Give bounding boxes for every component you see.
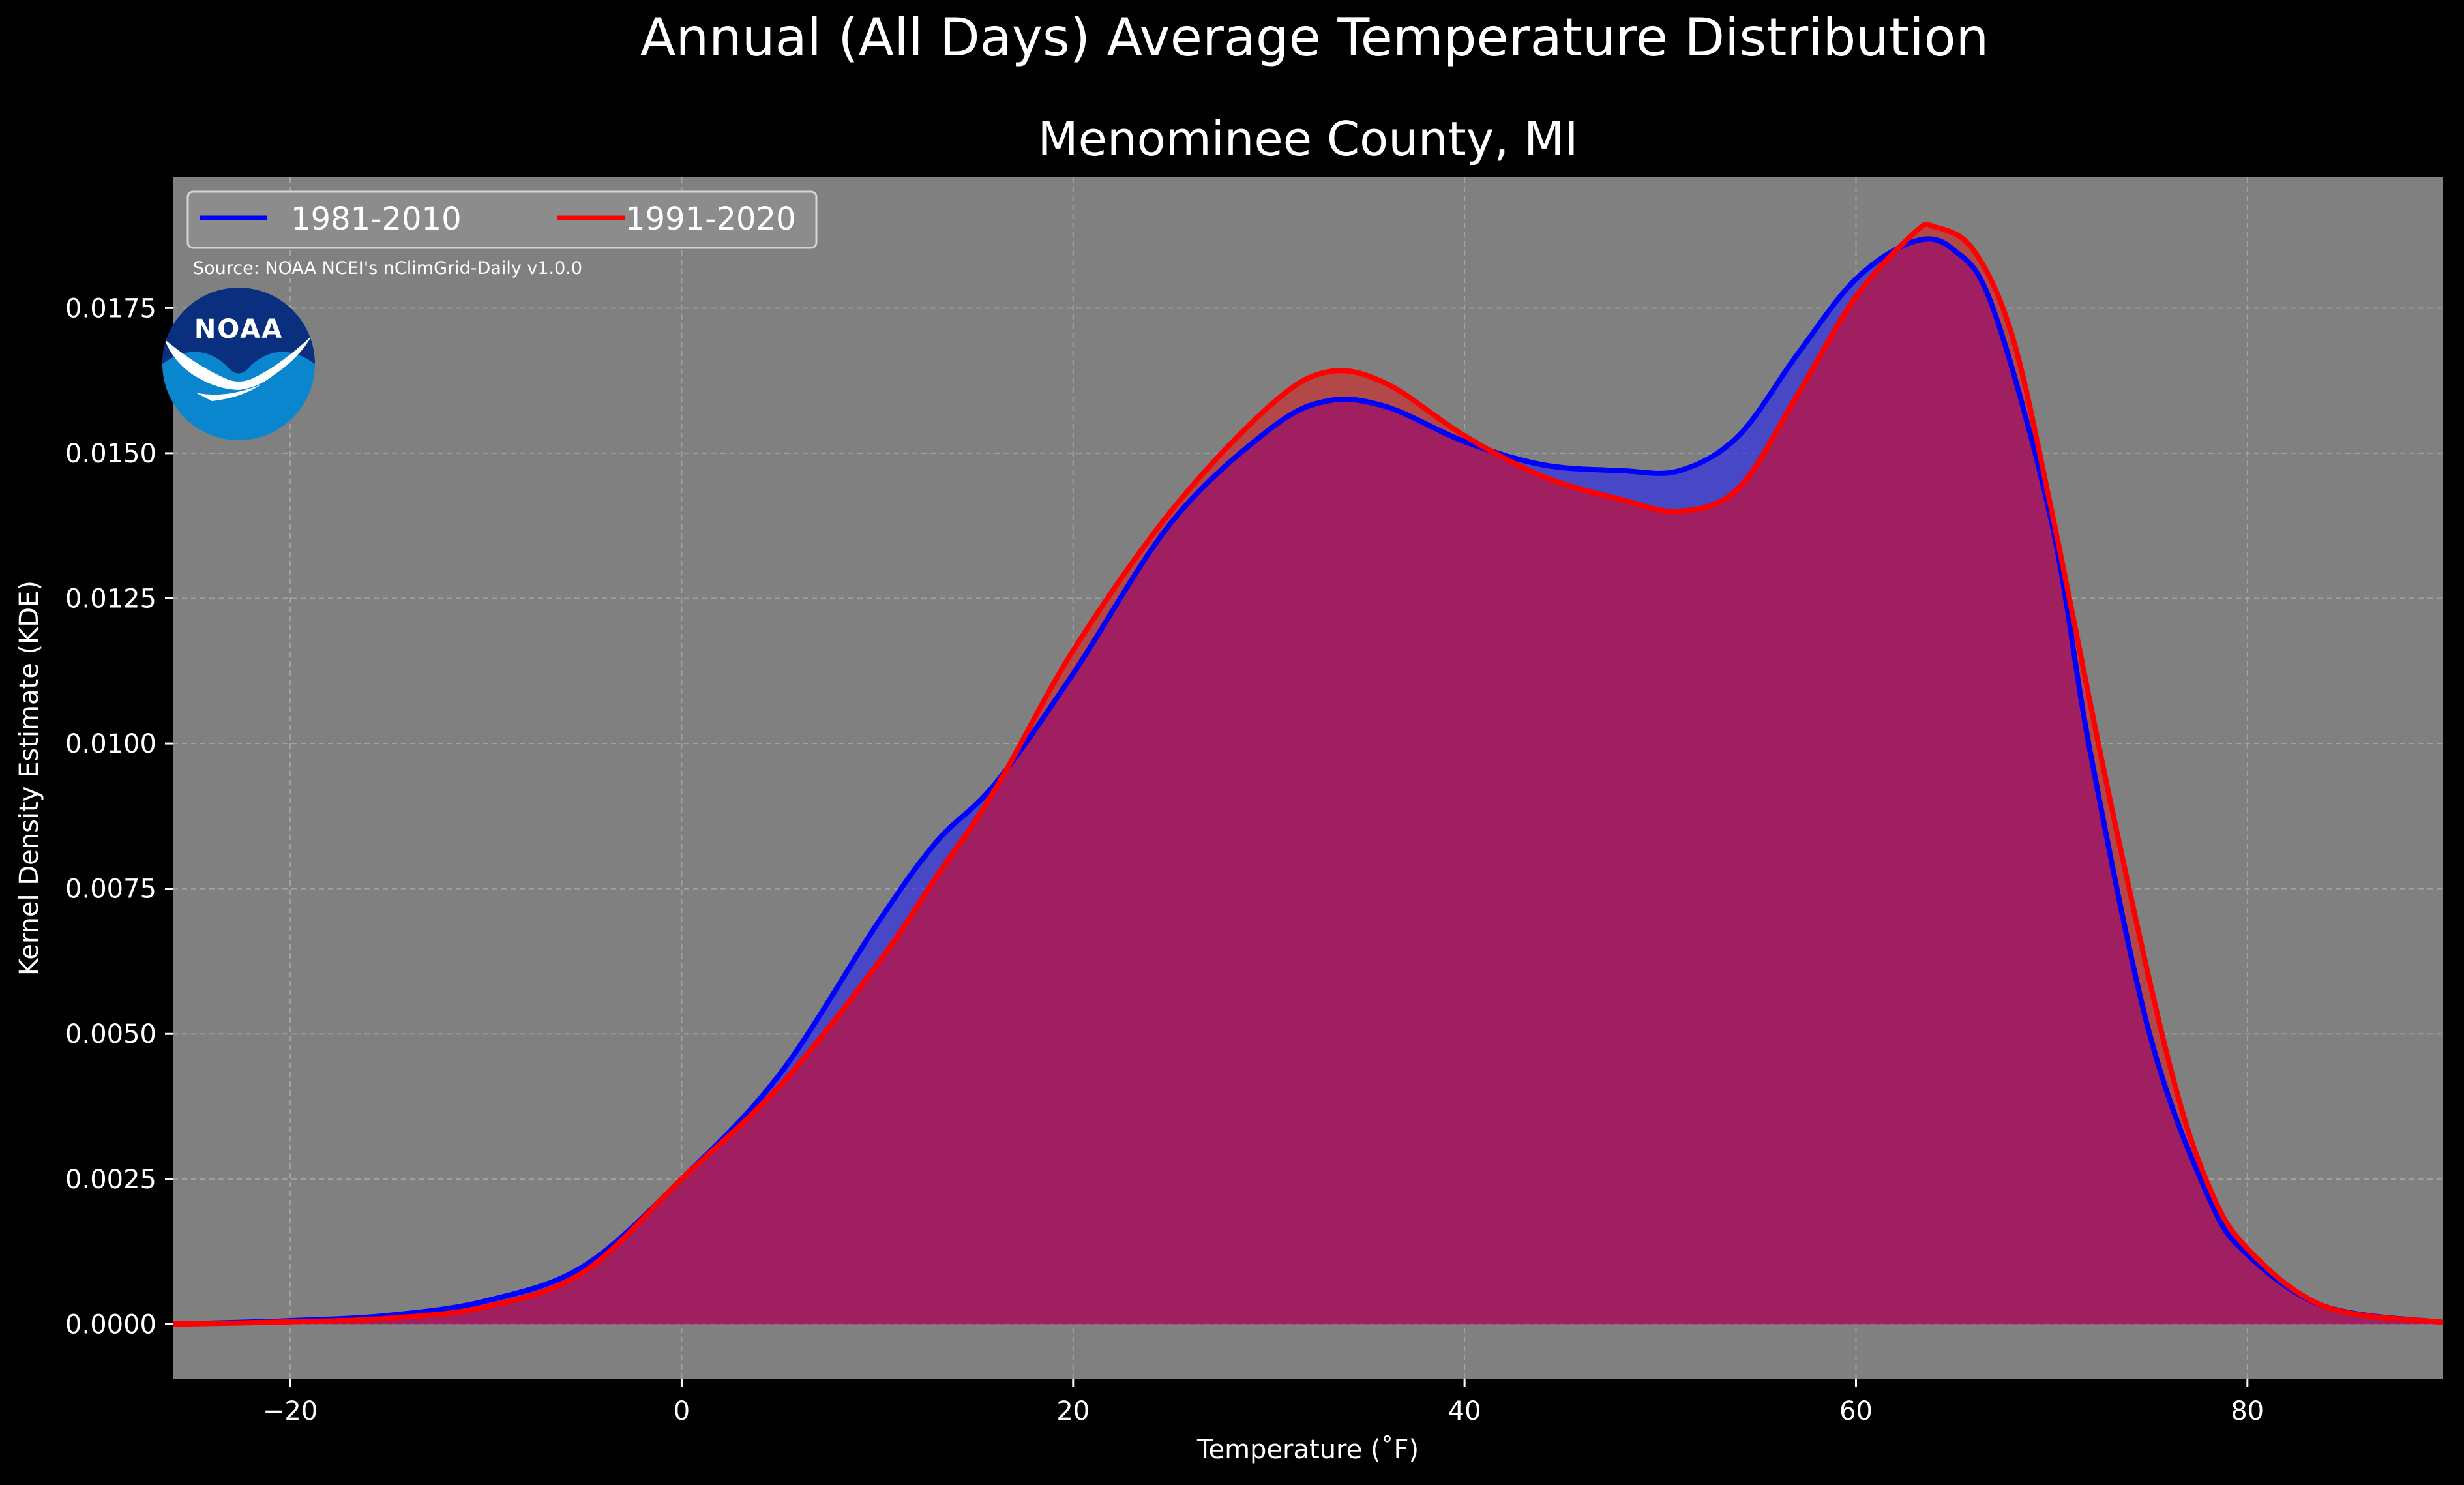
y-tick-label: 0.0175 (65, 293, 156, 323)
x-tick-label: −20 (263, 1396, 318, 1426)
x-axis-label: Temperature (˚F) (1196, 1435, 1419, 1465)
y-tick-label: 0.0125 (65, 584, 156, 614)
y-tick-label: 0.0025 (65, 1165, 156, 1195)
y-tick-label: 0.0000 (65, 1310, 156, 1340)
chart-title: Menominee County, MI (1038, 112, 1579, 166)
noaa-logo: NOAA (162, 288, 315, 440)
figure-suptitle: Annual (All Days) Average Temperature Di… (640, 7, 1989, 68)
y-tick-label: 0.0150 (65, 439, 156, 469)
legend: 1981-2010 1991-2020 (186, 190, 818, 249)
legend-label-1981-2010: 1981-2010 (291, 201, 462, 237)
x-tick-label: 20 (1056, 1396, 1090, 1426)
x-axis-ticks: −20 0 20 40 60 80 (263, 1379, 2264, 1426)
y-tick-label: 0.0100 (65, 729, 156, 759)
x-tick-label: 0 (674, 1396, 690, 1426)
noaa-logo-text: NOAA (194, 314, 283, 344)
y-tick-label: 0.0050 (65, 1019, 156, 1049)
x-tick-label: 80 (2231, 1396, 2264, 1426)
y-axis-label: Kernel Density Estimate (KDE) (14, 580, 44, 976)
series-line-1991-2020 (173, 221, 2443, 1327)
x-tick-label: 40 (1448, 1396, 1481, 1426)
legend-box (186, 190, 818, 249)
noaa-logo-wing-icon (196, 385, 261, 401)
source-note: Source: NOAA NCEI's nClimGrid-Daily v1.0… (193, 258, 582, 278)
area-overlap (173, 239, 2443, 1325)
legend-label-1991-2020: 1991-2020 (625, 201, 796, 237)
x-tick-label: 60 (1839, 1396, 1873, 1426)
noaa-logo-gull-icon (164, 336, 312, 390)
series-layer (173, 221, 2443, 1327)
y-tick-label: 0.0075 (65, 875, 156, 905)
y-axis-ticks: 0.0000 0.0025 0.0050 0.0075 0.0100 0.0125 0.01… (65, 293, 173, 1340)
noaa-logo-sky (162, 288, 315, 374)
